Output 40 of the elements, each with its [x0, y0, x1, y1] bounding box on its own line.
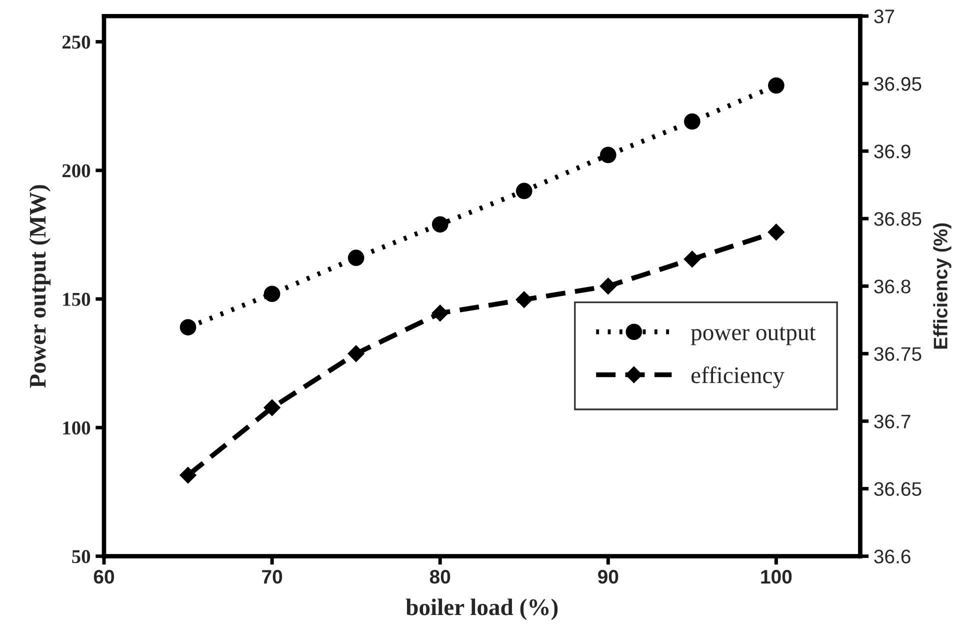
point	[432, 216, 448, 233]
point	[600, 278, 617, 295]
legend-label: efficiency	[691, 366, 784, 388]
y2-tick-label: 36.7	[874, 414, 910, 428]
point	[180, 319, 196, 336]
x-axis-title: boiler load (%)	[406, 598, 558, 620]
point	[684, 250, 701, 268]
point	[768, 77, 784, 94]
y2-tick-label: 36.75	[874, 347, 922, 361]
point	[264, 399, 280, 416]
y2-tick-label: 36.9	[874, 144, 910, 158]
x-tick-label: 80	[430, 570, 450, 584]
y-tick-label: 50	[72, 550, 90, 564]
point	[264, 286, 280, 302]
y2-tick-label: 37	[874, 10, 894, 24]
y-tick-label: 200	[62, 164, 90, 178]
y-axis-title: Power output (MW)	[29, 185, 51, 388]
y2-axis-title: Efficiency (%)	[933, 223, 952, 349]
x-tick-label: 100	[761, 570, 792, 584]
point	[768, 224, 785, 240]
y2-tick-label: 36.85	[874, 212, 922, 226]
point	[516, 291, 532, 308]
point	[432, 304, 448, 322]
point	[600, 146, 616, 164]
y2-tick-label: 36.95	[874, 77, 922, 91]
x-tick-label: 60	[94, 570, 114, 584]
y-tick-label: 250	[62, 36, 90, 49]
y-tick-label: 150	[63, 292, 90, 306]
point	[516, 182, 532, 200]
y2-tick-label: 36.65	[874, 482, 922, 496]
y2-tick-label: 36.8	[874, 280, 910, 294]
y-tick-label: 100	[63, 421, 90, 435]
point	[180, 466, 196, 484]
x-tick-label: 90	[598, 570, 618, 584]
point	[684, 113, 700, 130]
y2-tick-label: 36.6	[874, 550, 910, 564]
legend-label: power output	[690, 326, 816, 346]
point	[348, 250, 364, 266]
x-tick-label: 70	[262, 570, 282, 584]
point	[348, 345, 364, 362]
